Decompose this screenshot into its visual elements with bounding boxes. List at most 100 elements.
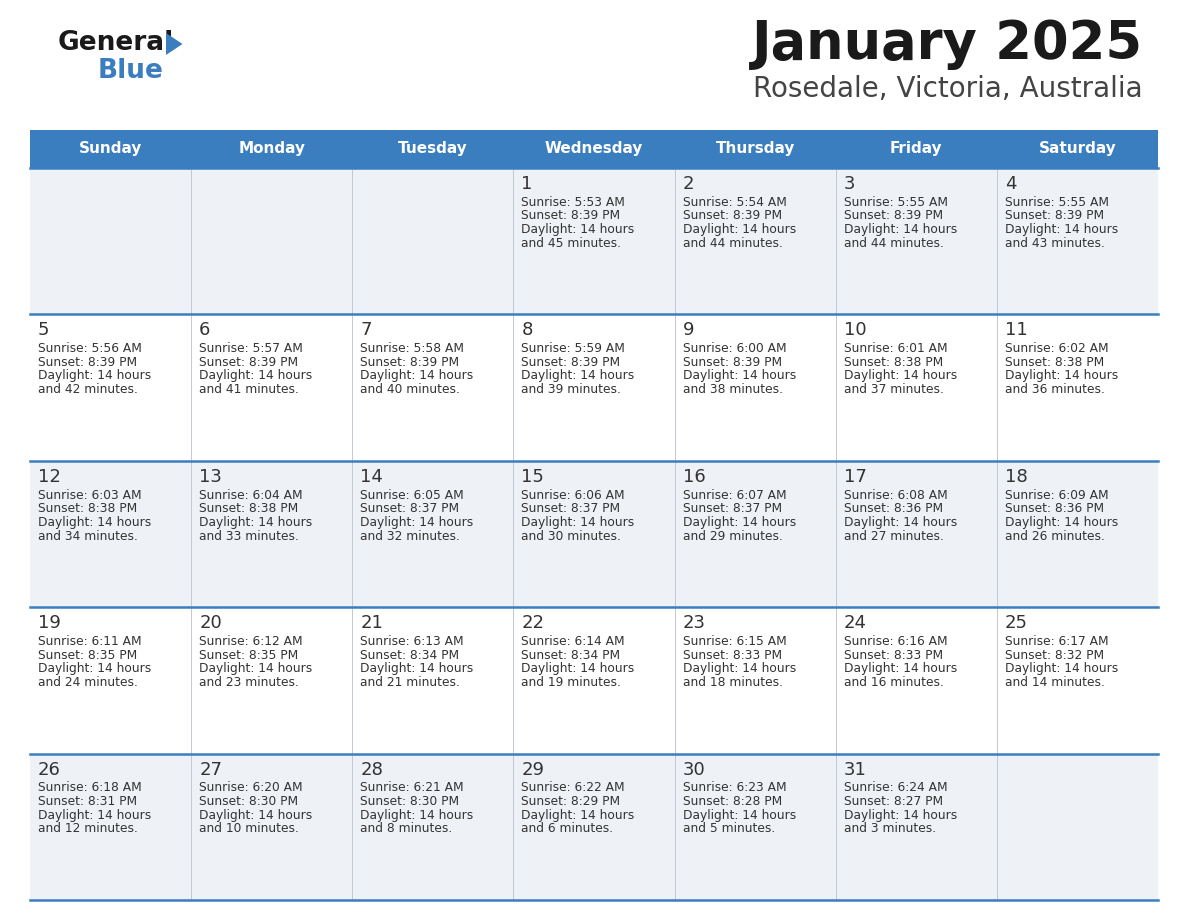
Text: Sunrise: 6:06 AM: Sunrise: 6:06 AM	[522, 488, 625, 501]
Text: Sunset: 8:28 PM: Sunset: 8:28 PM	[683, 795, 782, 808]
Text: Sunset: 8:34 PM: Sunset: 8:34 PM	[522, 649, 620, 662]
Bar	[30, 130, 191, 168]
Text: Daylight: 14 hours: Daylight: 14 hours	[38, 662, 151, 676]
Text: Sunrise: 6:02 AM: Sunrise: 6:02 AM	[1005, 342, 1108, 355]
Text: Daylight: 14 hours: Daylight: 14 hours	[522, 369, 634, 383]
Text: and 44 minutes.: and 44 minutes.	[683, 237, 783, 250]
Text: Daylight: 14 hours: Daylight: 14 hours	[38, 516, 151, 529]
Text: Sunrise: 6:04 AM: Sunrise: 6:04 AM	[200, 488, 303, 501]
Text: Daylight: 14 hours: Daylight: 14 hours	[683, 809, 796, 822]
Text: Sunset: 8:38 PM: Sunset: 8:38 PM	[843, 356, 943, 369]
Text: and 45 minutes.: and 45 minutes.	[522, 237, 621, 250]
Text: and 16 minutes.: and 16 minutes.	[843, 676, 943, 688]
Text: Daylight: 14 hours: Daylight: 14 hours	[683, 223, 796, 236]
Text: Daylight: 14 hours: Daylight: 14 hours	[1005, 516, 1118, 529]
Text: Sunset: 8:39 PM: Sunset: 8:39 PM	[522, 209, 620, 222]
Text: 8: 8	[522, 321, 532, 340]
Text: Sunset: 8:38 PM: Sunset: 8:38 PM	[38, 502, 138, 515]
Text: Sunset: 8:27 PM: Sunset: 8:27 PM	[843, 795, 943, 808]
Text: Sunrise: 6:01 AM: Sunrise: 6:01 AM	[843, 342, 947, 355]
Bar	[675, 130, 835, 168]
Text: 30: 30	[683, 761, 706, 778]
Text: Sunrise: 6:08 AM: Sunrise: 6:08 AM	[843, 488, 948, 501]
Text: and 24 minutes.: and 24 minutes.	[38, 676, 138, 688]
Text: Blue: Blue	[97, 58, 164, 84]
Text: Friday: Friday	[890, 141, 942, 156]
Text: and 44 minutes.: and 44 minutes.	[843, 237, 943, 250]
Text: Sunrise: 6:12 AM: Sunrise: 6:12 AM	[200, 635, 303, 648]
Text: 25: 25	[1005, 614, 1028, 633]
Text: and 29 minutes.: and 29 minutes.	[683, 530, 783, 543]
Text: Sunrise: 5:55 AM: Sunrise: 5:55 AM	[1005, 196, 1108, 208]
Text: Sunset: 8:39 PM: Sunset: 8:39 PM	[1005, 209, 1104, 222]
Text: Daylight: 14 hours: Daylight: 14 hours	[38, 809, 151, 822]
Text: and 14 minutes.: and 14 minutes.	[1005, 676, 1105, 688]
Text: Sunday: Sunday	[78, 141, 143, 156]
Text: and 42 minutes.: and 42 minutes.	[38, 383, 138, 397]
Text: Daylight: 14 hours: Daylight: 14 hours	[522, 516, 634, 529]
Text: Tuesday: Tuesday	[398, 141, 468, 156]
Text: 1: 1	[522, 175, 532, 193]
Text: Daylight: 14 hours: Daylight: 14 hours	[200, 516, 312, 529]
Text: 3: 3	[843, 175, 855, 193]
Bar	[997, 130, 1158, 168]
Text: Sunset: 8:33 PM: Sunset: 8:33 PM	[683, 649, 782, 662]
Text: and 34 minutes.: and 34 minutes.	[38, 530, 138, 543]
Text: 15: 15	[522, 468, 544, 486]
Text: 18: 18	[1005, 468, 1028, 486]
Text: Sunrise: 6:07 AM: Sunrise: 6:07 AM	[683, 488, 786, 501]
Text: Monday: Monday	[239, 141, 305, 156]
Text: Daylight: 14 hours: Daylight: 14 hours	[843, 369, 958, 383]
Text: Sunset: 8:31 PM: Sunset: 8:31 PM	[38, 795, 137, 808]
Text: and 19 minutes.: and 19 minutes.	[522, 676, 621, 688]
Text: and 10 minutes.: and 10 minutes.	[200, 823, 299, 835]
Text: Sunset: 8:39 PM: Sunset: 8:39 PM	[843, 209, 943, 222]
Text: 28: 28	[360, 761, 384, 778]
Text: Daylight: 14 hours: Daylight: 14 hours	[1005, 223, 1118, 236]
Text: Daylight: 14 hours: Daylight: 14 hours	[200, 662, 312, 676]
Text: Sunrise: 5:57 AM: Sunrise: 5:57 AM	[200, 342, 303, 355]
Text: and 38 minutes.: and 38 minutes.	[683, 383, 783, 397]
Text: Daylight: 14 hours: Daylight: 14 hours	[843, 809, 958, 822]
Bar	[30, 314, 1158, 461]
Text: and 37 minutes.: and 37 minutes.	[843, 383, 943, 397]
Text: Sunset: 8:37 PM: Sunset: 8:37 PM	[522, 502, 620, 515]
Bar	[191, 130, 353, 168]
Text: 9: 9	[683, 321, 694, 340]
Text: Daylight: 14 hours: Daylight: 14 hours	[200, 809, 312, 822]
Text: 23: 23	[683, 614, 706, 633]
Text: General: General	[58, 30, 175, 56]
Text: Sunset: 8:37 PM: Sunset: 8:37 PM	[360, 502, 460, 515]
Text: Sunrise: 6:11 AM: Sunrise: 6:11 AM	[38, 635, 141, 648]
Text: Sunrise: 6:13 AM: Sunrise: 6:13 AM	[360, 635, 463, 648]
Bar	[30, 461, 1158, 607]
Bar	[30, 168, 1158, 314]
Text: Sunset: 8:39 PM: Sunset: 8:39 PM	[683, 209, 782, 222]
Text: 20: 20	[200, 614, 222, 633]
Text: 22: 22	[522, 614, 544, 633]
Bar	[513, 130, 675, 168]
Text: 24: 24	[843, 614, 867, 633]
Text: Sunset: 8:36 PM: Sunset: 8:36 PM	[1005, 502, 1104, 515]
Text: 13: 13	[200, 468, 222, 486]
Text: 31: 31	[843, 761, 866, 778]
Text: Daylight: 14 hours: Daylight: 14 hours	[522, 662, 634, 676]
Text: and 32 minutes.: and 32 minutes.	[360, 530, 460, 543]
Text: Sunrise: 6:15 AM: Sunrise: 6:15 AM	[683, 635, 786, 648]
Bar	[30, 754, 1158, 900]
Text: Sunrise: 6:03 AM: Sunrise: 6:03 AM	[38, 488, 141, 501]
Text: and 27 minutes.: and 27 minutes.	[843, 530, 943, 543]
Text: 10: 10	[843, 321, 866, 340]
Text: Daylight: 14 hours: Daylight: 14 hours	[683, 369, 796, 383]
Text: Sunrise: 5:59 AM: Sunrise: 5:59 AM	[522, 342, 625, 355]
Text: Sunset: 8:34 PM: Sunset: 8:34 PM	[360, 649, 460, 662]
Text: Sunset: 8:30 PM: Sunset: 8:30 PM	[360, 795, 460, 808]
Text: and 36 minutes.: and 36 minutes.	[1005, 383, 1105, 397]
Text: Sunset: 8:37 PM: Sunset: 8:37 PM	[683, 502, 782, 515]
Text: and 6 minutes.: and 6 minutes.	[522, 823, 613, 835]
Text: Thursday: Thursday	[715, 141, 795, 156]
Text: 16: 16	[683, 468, 706, 486]
Bar	[353, 130, 513, 168]
Text: 11: 11	[1005, 321, 1028, 340]
Text: Saturday: Saturday	[1038, 141, 1117, 156]
